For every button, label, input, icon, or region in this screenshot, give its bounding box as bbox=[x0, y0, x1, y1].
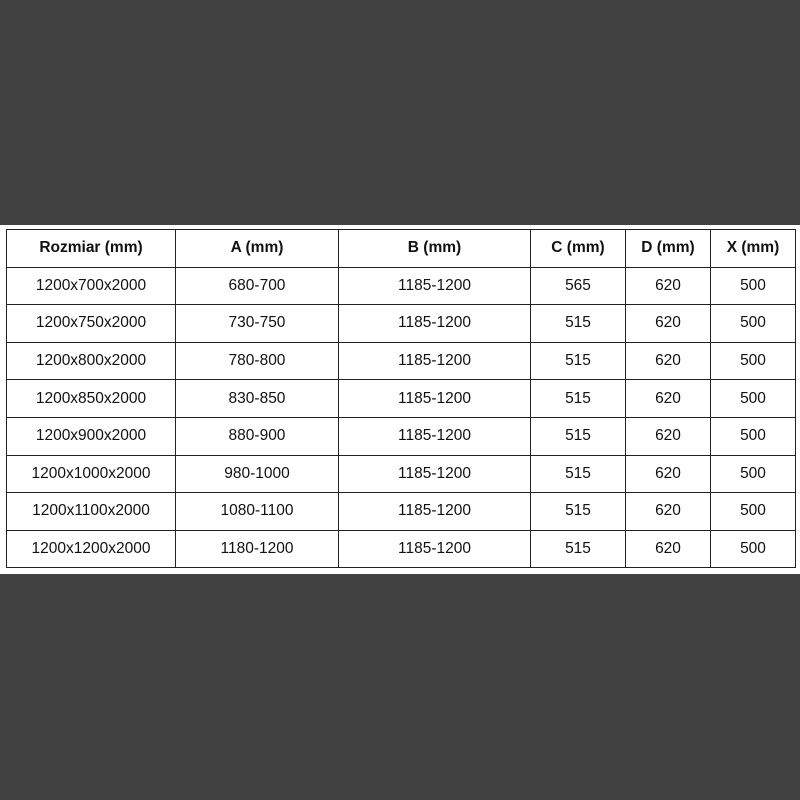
table-cell: 620 bbox=[625, 304, 711, 343]
table-cell: 500 bbox=[710, 304, 796, 343]
table-row: 1200x1000x2000 980-1000 1185-1200 515 620 500 bbox=[6, 454, 796, 494]
column-header: B (mm) bbox=[338, 229, 531, 268]
table-cell: 515 bbox=[530, 379, 626, 418]
table-cell: 500 bbox=[710, 416, 796, 456]
table-cell: 620 bbox=[625, 454, 711, 494]
table-cell: 680-700 bbox=[175, 266, 339, 306]
table-cell: 1200x800x2000 bbox=[6, 341, 176, 381]
table-cell: 500 bbox=[710, 492, 796, 531]
table-cell: 620 bbox=[625, 416, 711, 456]
table-cell: 515 bbox=[530, 454, 626, 494]
table-cell: 515 bbox=[530, 529, 626, 569]
table-cell: 1185-1200 bbox=[338, 416, 531, 456]
table-cell: 1185-1200 bbox=[338, 379, 531, 418]
table-cell: 1200x1100x2000 bbox=[6, 492, 176, 531]
table-cell: 1200x1200x2000 bbox=[6, 529, 176, 569]
table-cell: 1080-1100 bbox=[175, 492, 339, 531]
table-cell: 1200x750x2000 bbox=[6, 304, 176, 343]
column-header: X (mm) bbox=[710, 229, 796, 268]
table-cell: 1185-1200 bbox=[338, 341, 531, 381]
table-cell: 500 bbox=[710, 454, 796, 494]
table-cell: 1185-1200 bbox=[338, 529, 531, 569]
column-header: Rozmiar (mm) bbox=[6, 229, 176, 268]
table-cell: 1200x1000x2000 bbox=[6, 454, 176, 494]
table-cell: 515 bbox=[530, 416, 626, 456]
table-cell: 565 bbox=[530, 266, 626, 306]
table-cell: 620 bbox=[625, 492, 711, 531]
table-row: 1200x1200x2000 1180-1200 1185-1200 515 620 50… bbox=[6, 529, 796, 569]
table-cell: 620 bbox=[625, 379, 711, 418]
table-sheet: Rozmiar (mm) A (mm) B (mm) C (mm) D (mm) X (m… bbox=[0, 225, 800, 574]
table-cell: 830-850 bbox=[175, 379, 339, 418]
table-cell: 780-800 bbox=[175, 341, 339, 381]
column-header: A (mm) bbox=[175, 229, 339, 268]
table-cell: 1185-1200 bbox=[338, 454, 531, 494]
table-cell: 500 bbox=[710, 379, 796, 418]
table-cell: 1200x900x2000 bbox=[6, 416, 176, 456]
column-header: D (mm) bbox=[625, 229, 711, 268]
table-cell: 1185-1200 bbox=[338, 304, 531, 343]
table-cell: 1185-1200 bbox=[338, 492, 531, 531]
table-cell: 500 bbox=[710, 266, 796, 306]
table-row: 1200x800x2000 780-800 1185-1200 515 620 500 bbox=[6, 341, 796, 381]
table-cell: 1185-1200 bbox=[338, 266, 531, 306]
table-cell: 620 bbox=[625, 529, 711, 569]
table-cell: 500 bbox=[710, 341, 796, 381]
table-row: 1200x900x2000 880-900 1185-1200 515 620 500 bbox=[6, 416, 796, 456]
column-header: C (mm) bbox=[530, 229, 626, 268]
table-cell: 620 bbox=[625, 266, 711, 306]
table-row: 1200x750x2000 730-750 1185-1200 515 620 500 bbox=[6, 304, 796, 343]
table-cell: 1200x700x2000 bbox=[6, 266, 176, 306]
table-cell: 1180-1200 bbox=[175, 529, 339, 569]
table-row: 1200x850x2000 830-850 1185-1200 515 620 500 bbox=[6, 379, 796, 418]
table-cell: 1200x850x2000 bbox=[6, 379, 176, 418]
table-cell: 620 bbox=[625, 341, 711, 381]
table-cell: 515 bbox=[530, 492, 626, 531]
dimensions-table: Rozmiar (mm) A (mm) B (mm) C (mm) D (mm) X (m… bbox=[6, 229, 796, 569]
table-row: 1200x1100x2000 1080-1100 1185-1200 515 620 50… bbox=[6, 492, 796, 531]
table-cell: 515 bbox=[530, 341, 626, 381]
table-cell: 730-750 bbox=[175, 304, 339, 343]
table-cell: 980-1000 bbox=[175, 454, 339, 494]
table-cell: 500 bbox=[710, 529, 796, 569]
table-cell: 880-900 bbox=[175, 416, 339, 456]
table-row: 1200x700x2000 680-700 1185-1200 565 620 500 bbox=[6, 266, 796, 306]
header-row: Rozmiar (mm) A (mm) B (mm) C (mm) D (mm) X (m… bbox=[6, 229, 796, 268]
table-cell: 515 bbox=[530, 304, 626, 343]
